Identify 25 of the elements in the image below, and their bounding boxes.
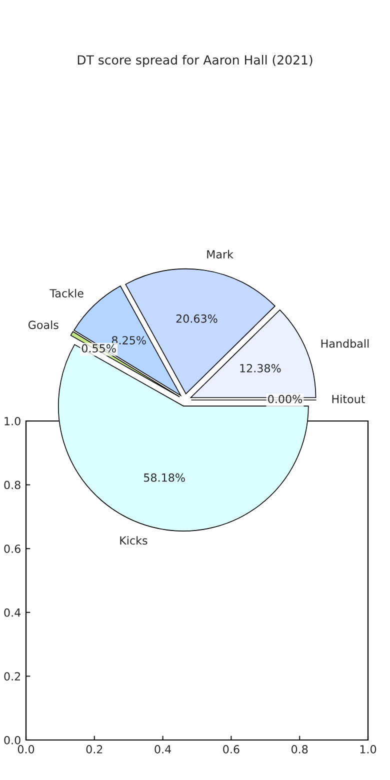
slice-label: Handball bbox=[321, 339, 369, 348]
slice-label: Mark bbox=[207, 250, 234, 258]
data-label: 0.55% bbox=[82, 344, 116, 353]
y-tick-label: 0.8 bbox=[4, 480, 20, 490]
x-tick-label: 0.2 bbox=[86, 745, 102, 754]
y-tick-label: 0.4 bbox=[4, 608, 21, 617]
slice-label: Kicks bbox=[120, 536, 148, 545]
x-tick-label: 1.0 bbox=[360, 745, 376, 754]
y-tick-label: 1.0 bbox=[4, 416, 20, 426]
chart-title: DT score spread for Aaron Hall (2021) bbox=[78, 54, 312, 68]
data-label: 20.63% bbox=[176, 314, 218, 323]
x-tick-label: 0.8 bbox=[292, 745, 308, 754]
y-tick-label: 0.2 bbox=[4, 672, 20, 681]
data-label: 58.18% bbox=[144, 473, 185, 482]
slice-label: Tackle bbox=[50, 288, 84, 298]
data-label: 8.25% bbox=[112, 336, 146, 344]
x-tick-label: 0.0 bbox=[18, 745, 34, 754]
y-tick-label: 0.0 bbox=[4, 736, 20, 744]
category-label: Hitout bbox=[332, 394, 365, 404]
y-tick-label: 0.6 bbox=[4, 544, 20, 553]
text: 0.00% bbox=[268, 394, 302, 404]
x-tick-label: 0.4 bbox=[154, 745, 172, 754]
slice-label: Goals bbox=[28, 320, 58, 330]
x-tick-label: 0.6 bbox=[223, 745, 240, 754]
data-label: 12.38% bbox=[240, 364, 281, 372]
